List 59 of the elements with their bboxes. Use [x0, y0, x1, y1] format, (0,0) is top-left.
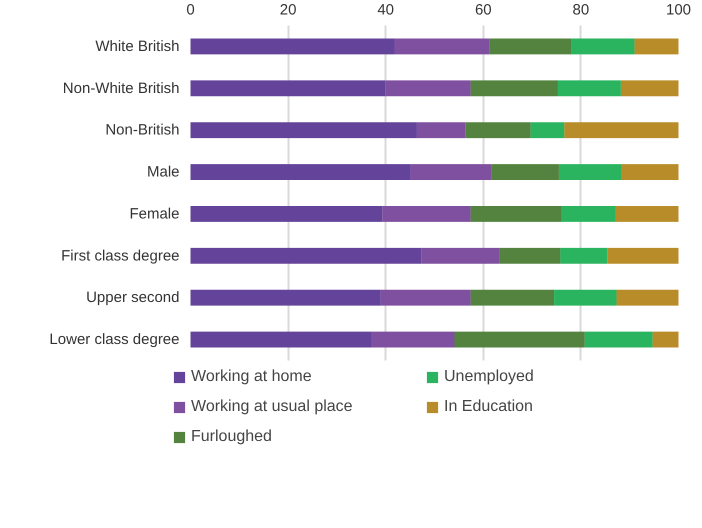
bar: [190, 206, 382, 222]
bar: [560, 248, 608, 264]
bar: [530, 122, 564, 138]
x-tick-label: 60: [474, 2, 492, 18]
y-tick-label: Upper second: [86, 289, 180, 306]
bar: [622, 164, 678, 180]
bar: [634, 38, 678, 54]
bar: [454, 332, 585, 348]
y-tick-label: Male: [146, 164, 180, 181]
y-tick-label: Female: [129, 205, 180, 222]
bar: [394, 38, 490, 54]
bar: [620, 80, 678, 96]
x-tick-label: 0: [186, 2, 195, 18]
legend-label: Unemployed: [444, 367, 535, 387]
bar: [190, 80, 386, 96]
bar: [500, 248, 560, 264]
bar: [572, 38, 635, 54]
bar: [190, 290, 381, 306]
legend-label: Working at home: [191, 367, 313, 387]
legend-label: Furloughed: [191, 427, 273, 447]
bar: [382, 206, 471, 222]
bar: [385, 80, 471, 96]
y-tick-label: Non-White British: [62, 80, 180, 97]
bar: [190, 122, 417, 138]
y-tick-label: White British: [95, 38, 180, 55]
bar: [584, 332, 653, 348]
y-tick-label: Lower class degree: [49, 331, 180, 348]
bar: [558, 80, 621, 96]
x-tick-label: 40: [377, 2, 394, 18]
bar: [410, 164, 492, 180]
bar: [190, 332, 372, 348]
bar: [607, 248, 678, 264]
bar: [465, 122, 531, 138]
x-tick-label: 80: [572, 2, 590, 18]
bar: [470, 80, 558, 96]
x-tick-label: 100: [666, 2, 692, 18]
bar: [564, 122, 678, 138]
bar: [190, 248, 422, 264]
bar: [416, 122, 466, 138]
bar: [190, 164, 411, 180]
bar: [562, 206, 616, 222]
bar: [491, 164, 559, 180]
bar: [380, 290, 471, 306]
bar: [490, 38, 572, 54]
bar: [652, 332, 678, 348]
y-tick-label: First class degree: [61, 247, 180, 264]
bar: [190, 38, 394, 54]
bar: [470, 206, 562, 222]
legend-label: Working at usual place: [191, 397, 354, 417]
y-tick-label: Non-British: [105, 122, 180, 139]
bar: [372, 332, 455, 348]
x-tick-label: 20: [280, 2, 296, 18]
bar: [616, 206, 678, 222]
bar: [558, 164, 622, 180]
bar: [470, 290, 554, 306]
legend-label: In Education: [444, 397, 534, 417]
bar: [421, 248, 500, 264]
bar: [554, 290, 617, 306]
bar: [616, 290, 678, 306]
